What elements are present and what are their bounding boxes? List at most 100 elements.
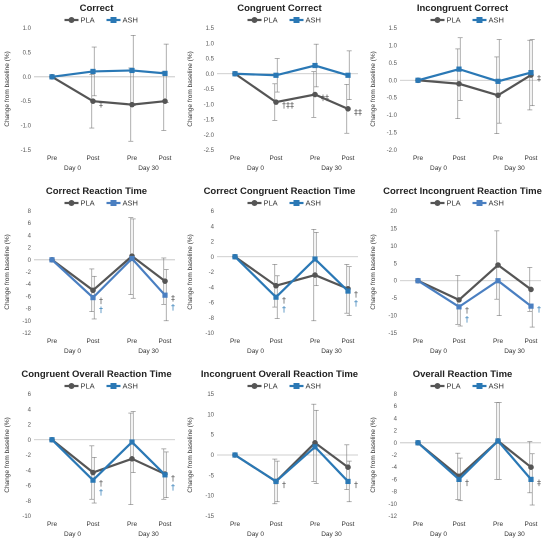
significance-marker: † <box>99 297 103 306</box>
data-point <box>456 476 462 482</box>
chart-title: Correct Reaction Time <box>46 186 147 197</box>
data-point <box>90 469 96 476</box>
x-day-label: Day 0 <box>64 531 81 538</box>
y-axis-label: Change from baseline (%) <box>4 51 11 127</box>
x-category-label: Post <box>452 155 465 162</box>
chart-title: Congruent Overall Reaction Time <box>21 369 171 380</box>
y-tick-label: -5 <box>392 296 398 302</box>
y-tick-label: 4 <box>211 224 215 230</box>
x-day-label: Day 0 <box>430 165 447 172</box>
data-point <box>273 99 279 105</box>
y-tick-label: -6 <box>26 294 32 300</box>
y-tick-label: 0.5 <box>23 50 32 56</box>
data-point <box>415 440 421 446</box>
legend-label: PLA <box>81 382 95 391</box>
significance-marker: †‡‡ <box>282 101 294 110</box>
legend-label: PLA <box>81 199 95 208</box>
chart-svg: Incongruent Correct PLA ASH -2.0 -1.5 -1.0 -0.… <box>370 3 541 172</box>
error-bar <box>496 280 502 316</box>
y-axis-label: Change from baseline (%) <box>187 51 194 127</box>
y-tick-label: -6 <box>26 484 32 490</box>
y-tick-label: 2 <box>211 240 215 246</box>
series-line <box>51 69 166 78</box>
x-day-label: Day 30 <box>138 165 159 172</box>
x-day-label: Day 0 <box>247 531 264 538</box>
series-line <box>234 255 349 290</box>
data-point <box>345 106 351 112</box>
significance-marker: † <box>282 296 286 305</box>
y-tick-label: -8 <box>392 490 398 496</box>
y-tick-label: 0 <box>28 438 32 444</box>
significance-marker: ‡‡ <box>321 93 329 102</box>
y-tick-label: 2 <box>394 429 398 435</box>
legend-marker <box>68 17 75 23</box>
x-category-label: Post <box>86 338 99 345</box>
y-tick-label: 5 <box>211 433 215 439</box>
y-tick-label: 1.0 <box>389 43 398 49</box>
x-category-label: Pre <box>310 155 321 162</box>
legend-label: ASH <box>123 382 138 391</box>
y-tick-label: 1.0 <box>206 41 215 47</box>
series-line <box>417 74 532 97</box>
y-tick-label: 0 <box>28 258 32 264</box>
data-point <box>162 472 168 478</box>
x-category-label: Post <box>524 338 537 345</box>
y-tick-label: -2.5 <box>204 148 215 154</box>
x-day-label: Day 30 <box>138 348 159 355</box>
y-tick-label: 15 <box>390 226 397 232</box>
significance-marker: † <box>99 488 103 497</box>
y-tick-label: 4 <box>394 416 398 422</box>
series-line <box>417 279 532 309</box>
significance-marker: ‡ <box>537 478 541 487</box>
x-category-label: Pre <box>493 521 504 528</box>
y-tick-label: 6 <box>28 221 32 227</box>
legend-marker <box>110 200 117 206</box>
legend-label: PLA <box>447 199 461 208</box>
data-point <box>495 92 501 99</box>
legend-marker <box>434 383 441 389</box>
chart-title: Correct Incongruent Reaction Time <box>383 186 542 197</box>
data-point <box>528 286 534 293</box>
y-axis-label: Change from baseline (%) <box>4 417 11 493</box>
x-category-label: Post <box>524 155 537 162</box>
y-tick-label: 2 <box>28 246 32 252</box>
y-tick-label: 15 <box>207 392 214 398</box>
y-tick-label: 10 <box>390 244 397 250</box>
y-tick-label: -2.0 <box>387 148 398 154</box>
y-tick-label: -2 <box>392 453 398 459</box>
x-category-label: Pre <box>47 521 58 528</box>
y-tick-label: 6 <box>28 392 32 398</box>
x-day-label: Day 0 <box>247 165 264 172</box>
y-tick-label: 0.5 <box>206 57 215 63</box>
data-point <box>129 456 135 462</box>
y-tick-label: 0 <box>394 441 398 447</box>
y-tick-label: 0.5 <box>389 61 398 67</box>
data-point <box>345 478 351 485</box>
legend-marker <box>293 17 300 23</box>
data-point <box>129 101 135 108</box>
y-axis-label: Change from baseline (%) <box>370 51 377 127</box>
legend-label: ASH <box>489 16 504 25</box>
series-line <box>234 72 349 110</box>
data-point <box>90 295 96 301</box>
data-point <box>162 70 168 76</box>
legend-marker <box>251 17 258 23</box>
data-point <box>129 255 135 262</box>
legend-label: PLA <box>447 16 461 25</box>
chart-panel: Congruent Correct PLA ASH -2.5 -2.0 -1.5 -1.0 -… <box>183 0 366 183</box>
significance-marker: † <box>99 306 103 315</box>
data-point <box>273 478 279 485</box>
data-point <box>90 98 96 104</box>
x-category-label: Pre <box>127 338 138 345</box>
y-tick-label: -0.5 <box>21 99 32 105</box>
legend-label: PLA <box>264 199 278 208</box>
x-category-label: Post <box>452 338 465 345</box>
data-point <box>312 272 318 278</box>
x-day-label: Day 0 <box>64 165 81 172</box>
data-point <box>273 294 279 300</box>
x-category-label: Post <box>269 155 282 162</box>
chart-title: Congruent Correct <box>237 3 322 14</box>
data-point <box>495 278 501 284</box>
y-axis-label: Change from baseline (%) <box>187 234 194 310</box>
